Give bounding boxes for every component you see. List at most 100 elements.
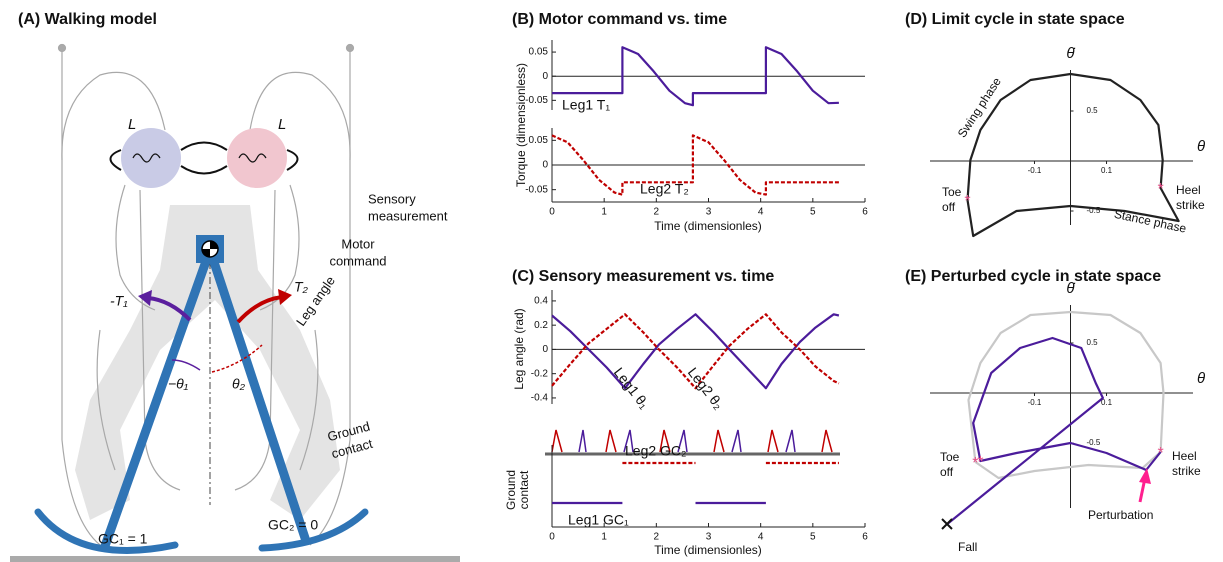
y-tick-label: 0.4 (534, 296, 548, 307)
perturbation-head (1139, 468, 1151, 484)
annotation: strike (1172, 464, 1201, 478)
ground (10, 556, 460, 562)
annotation: off (940, 465, 954, 479)
event-marker: * (1157, 445, 1163, 462)
y-axis-label: θ̇ (1066, 280, 1075, 297)
panel-title: (D) Limit cycle in state space (905, 11, 1125, 28)
y-tick-label: 0.5 (1087, 106, 1099, 115)
angle-arc-left (171, 359, 201, 371)
x-tick-label: 3 (706, 207, 712, 218)
series-label: Leg1 θ₁ (611, 364, 653, 412)
y-axis-label: θ̇ (1066, 45, 1075, 62)
event-marker: * (964, 193, 970, 210)
x-tick-label: 2 (654, 207, 660, 218)
series-label: Leg2 GC₂ (625, 443, 686, 459)
y-tick-label: -0.2 (531, 368, 549, 379)
y-tick-label: 0 (542, 344, 548, 355)
series-line (551, 313, 840, 390)
y-axis-label: Ground (504, 470, 518, 510)
annotation: Toe (942, 185, 962, 199)
panel-title: (E) Perturbed cycle in state space (905, 268, 1161, 285)
x-axis-label: θ (1197, 370, 1205, 387)
series-label: Leg2 T₂ (640, 181, 689, 197)
y-tick-label: -0.05 (525, 95, 548, 106)
oscillator-waves (132, 153, 267, 163)
walking-model: (A) Walking model L L Motor command Sens… (10, 11, 460, 562)
angle-label: θ₂ (232, 376, 246, 392)
x-tick-label: 3 (706, 532, 712, 543)
x-tick-label: 0.1 (1101, 166, 1113, 175)
series-line (966, 72, 1180, 238)
x-tick-label: 4 (758, 532, 764, 543)
angle-label: −θ₁ (168, 376, 189, 392)
x-tick-label: 2 (654, 532, 660, 543)
y-axis-label: Leg angle (rad) (512, 308, 526, 389)
x-tick-label: -0.1 (1028, 398, 1042, 407)
annotation: Fall (958, 540, 977, 554)
x-tick-label: 0 (549, 207, 555, 218)
event-marker: * (972, 455, 978, 472)
x-tick-label: 5 (810, 532, 816, 543)
series-line (552, 46, 839, 107)
legs (34, 245, 369, 554)
contact-state: GC₂ = 0 (268, 517, 318, 533)
y-tick-label: 0.05 (529, 47, 549, 58)
x-tick-label: -0.1 (1028, 166, 1042, 175)
center-of-mass-fill (202, 241, 218, 257)
y-tick-label: 0.05 (529, 135, 549, 146)
series-line (946, 336, 1162, 525)
y-axis-label: Torque (dimensionless) (514, 63, 528, 187)
y-tick-label: 0.2 (534, 320, 548, 331)
torque-label: -T₁ (110, 293, 128, 309)
x-tick-label: 6 (862, 207, 868, 218)
series-label: Leg1 T₁ (562, 97, 610, 113)
annotation: Heel (1172, 449, 1197, 463)
panel-title: (B) Motor command vs. time (512, 11, 727, 28)
motor-command-label: command (329, 253, 386, 268)
panel-title: (C) Sensory measurement vs. time (512, 268, 774, 285)
y-tick-label: 0 (542, 71, 548, 82)
torque-head-right (278, 289, 292, 305)
sensory-label: Sensory (368, 191, 416, 206)
event-marker: * (977, 454, 983, 471)
x-axis-label: Time (dimensionles) (654, 219, 762, 233)
series-label: Leg1 GC₁ (568, 512, 629, 528)
x-tick-label: 0.1 (1101, 398, 1113, 407)
y-tick-label: 0.5 (1087, 338, 1099, 347)
motor-command-label: Motor (341, 236, 375, 251)
x-tick-label: 1 (601, 532, 607, 543)
y-tick-label: -0.4 (531, 393, 549, 404)
torque-label: T₂ (294, 279, 309, 295)
series-label: Leg2 θ₂ (685, 364, 727, 412)
y-tick-label: -0.05 (525, 184, 548, 195)
event-marker: * (1157, 181, 1163, 198)
annotation: off (942, 200, 956, 214)
sensory-label: measurement (368, 208, 448, 223)
series-line (551, 134, 839, 196)
panel-title: (A) Walking model (18, 11, 157, 28)
x-tick-label: 1 (601, 207, 607, 218)
oscillator-label: L (278, 116, 286, 133)
x-tick-label: 5 (810, 207, 816, 218)
annotation: Heel (1176, 183, 1201, 197)
torque-head-left (138, 290, 152, 306)
contact-state: GC₁ = 1 (98, 531, 148, 547)
angle-arc-right (211, 344, 263, 373)
fall-cross (941, 518, 953, 530)
series-line (551, 313, 840, 390)
x-tick-label: 6 (862, 532, 868, 543)
torque-arrow-left (147, 296, 192, 322)
coupling (109, 141, 299, 175)
y-tick-label: 0 (542, 160, 548, 171)
annotation: Perturbation (1088, 508, 1153, 522)
torque-arrow-right (236, 295, 283, 324)
y-tick-label: -0.5 (1087, 206, 1101, 215)
x-axis-label: Time (dimensionles) (654, 543, 762, 557)
annotation: Toe (940, 450, 960, 464)
x-axis-label: θ (1197, 138, 1205, 155)
oscillator-label: L (128, 116, 136, 133)
x-tick-label: 0 (549, 532, 555, 543)
y-axis-label: contact (517, 470, 531, 509)
